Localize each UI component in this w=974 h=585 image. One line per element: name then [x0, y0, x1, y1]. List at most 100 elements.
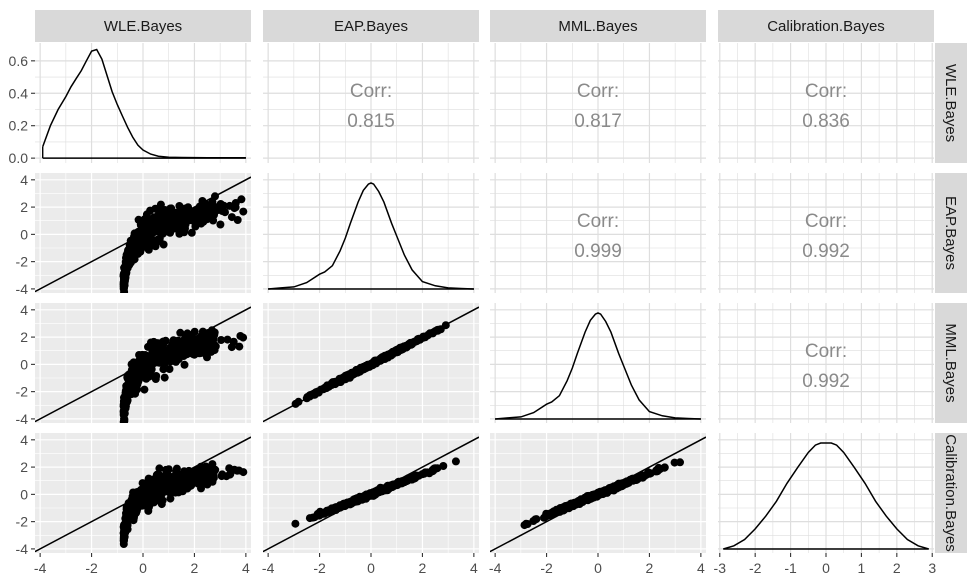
panel-3-2: [490, 433, 706, 553]
data-point: [158, 489, 166, 498]
data-point: [223, 335, 232, 344]
y-tick-label: -2: [16, 254, 29, 270]
data-point: [430, 465, 439, 473]
strip-right-label: WLE.Bayes: [942, 64, 959, 142]
data-point: [660, 463, 669, 472]
scatter-points: [119, 326, 248, 423]
data-point: [159, 365, 168, 374]
data-point: [227, 343, 236, 352]
data-point: [154, 212, 163, 221]
panel-1-3: Corr: 0.992: [718, 173, 934, 293]
data-point: [540, 513, 548, 522]
data-point: [120, 414, 128, 423]
reference-line: [35, 176, 251, 293]
corr-value: 0.817: [574, 111, 622, 132]
data-point: [185, 214, 194, 223]
corr-label: Corr:: [577, 211, 619, 232]
strip-top-label: Calibration.Bayes: [767, 18, 885, 35]
corr-value: 0.992: [802, 371, 850, 392]
x-tick-label: -4: [34, 560, 47, 576]
data-point: [134, 215, 143, 224]
data-point: [676, 458, 684, 467]
data-point: [216, 220, 225, 229]
data-point: [636, 473, 645, 482]
data-point: [180, 360, 189, 369]
data-point: [421, 468, 430, 477]
data-point: [203, 472, 211, 481]
y-tick-label: 0.4: [9, 85, 29, 101]
data-point: [201, 204, 210, 213]
data-point: [547, 510, 556, 519]
density-curve-EAP.Bayes: [268, 182, 474, 290]
data-point: [144, 503, 153, 512]
data-point: [404, 475, 413, 484]
data-point: [149, 349, 158, 358]
strip-right: [935, 173, 967, 293]
data-point: [186, 344, 195, 353]
data-point: [291, 519, 300, 528]
strip-right: [935, 43, 967, 163]
data-point: [157, 500, 166, 509]
data-point: [654, 464, 663, 473]
x-tick-label: 2: [419, 560, 427, 576]
data-point: [209, 473, 218, 482]
corr-value: 0.836: [802, 111, 850, 132]
panel-0-3: Corr: 0.836: [718, 43, 934, 163]
data-point: [152, 372, 161, 380]
corr-value: 0.999: [574, 241, 622, 262]
data-point: [172, 464, 181, 473]
x-tick-label: 4: [470, 560, 478, 576]
data-point: [305, 514, 314, 523]
data-point: [239, 207, 248, 216]
data-point: [120, 293, 128, 301]
x-tick-label: -2: [540, 560, 553, 576]
data-point: [236, 332, 245, 340]
panel-0-2: Corr: 0.817: [490, 43, 706, 163]
panel-1-2: Corr: 0.999: [490, 173, 706, 293]
data-point: [132, 229, 141, 238]
x-tick-label: 4: [697, 560, 705, 576]
y-tick-label: 0: [20, 486, 28, 502]
y-tick-label: -2: [16, 384, 29, 400]
y-tick-label: -2: [16, 514, 29, 530]
strip-top: [490, 10, 706, 42]
corr-label: Corr:: [350, 81, 392, 102]
data-point: [164, 465, 173, 474]
x-tick-label: 2: [646, 560, 654, 576]
data-point: [195, 464, 204, 473]
strip-right: [935, 303, 967, 423]
strip-top-label: MML.Bayes: [558, 18, 637, 35]
panel-3-0: [35, 433, 251, 553]
strip-top-label: EAP.Bayes: [334, 18, 408, 35]
y-tick-label: 2: [20, 459, 28, 475]
data-point: [187, 228, 196, 237]
x-tick-label: -4: [489, 560, 502, 576]
strip-right: [935, 433, 967, 553]
corr-label: Corr:: [805, 81, 847, 102]
data-point: [127, 506, 136, 515]
x-tick-label: 0: [594, 560, 602, 576]
reference-line: [263, 306, 479, 423]
scatter-points: [291, 321, 450, 408]
data-point: [125, 390, 134, 399]
y-tick-label: 0: [20, 226, 28, 242]
data-point: [394, 479, 403, 488]
panel-0-1: Corr: 0.815: [263, 43, 479, 163]
data-point: [124, 373, 133, 381]
x-tick-label: 3: [928, 560, 936, 576]
y-tick-label: 0.6: [9, 53, 29, 69]
data-point: [207, 341, 216, 350]
data-point: [119, 408, 128, 417]
x-tick-label: -2: [85, 560, 98, 576]
data-point: [207, 465, 216, 474]
corr-label: Corr:: [577, 81, 619, 102]
strip-top: [718, 10, 934, 42]
data-point: [197, 484, 205, 493]
data-point: [200, 349, 209, 358]
data-point: [233, 466, 242, 475]
data-point: [127, 380, 135, 388]
data-point: [119, 282, 128, 291]
data-point: [133, 501, 142, 510]
data-point: [121, 269, 130, 278]
data-point: [531, 515, 540, 524]
